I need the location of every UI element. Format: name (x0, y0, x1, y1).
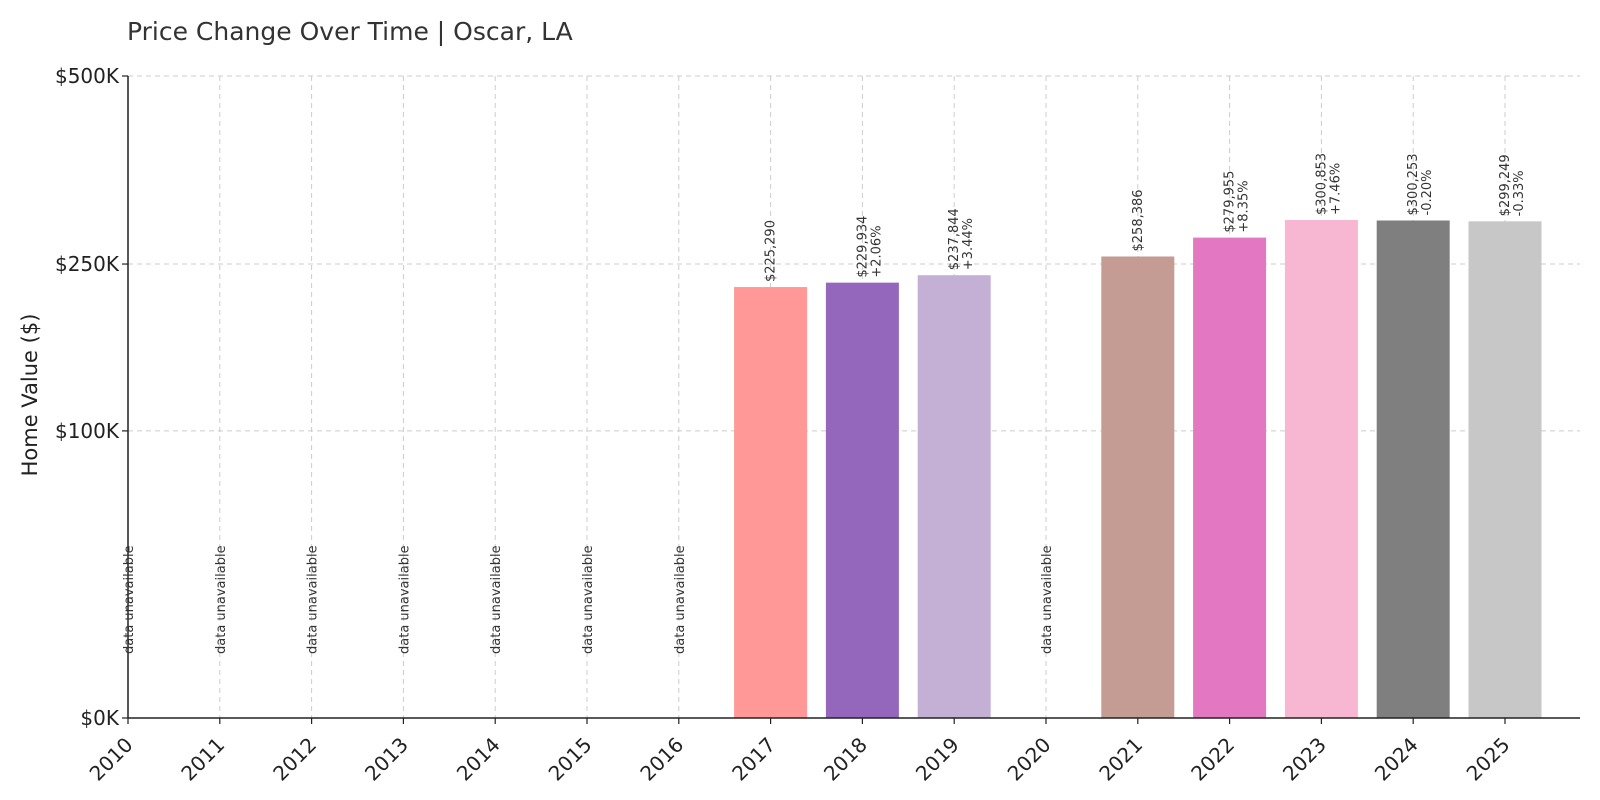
bars (734, 220, 1542, 719)
y-tick-label: $500K (55, 64, 120, 88)
change-label: +2.06% (869, 225, 884, 277)
y-axis-label: Home Value ($) (18, 314, 42, 477)
unavailable-label: data unavailable (214, 545, 229, 654)
x-tick-label: 2020 (1003, 733, 1056, 786)
x-tick-label: 2014 (452, 733, 505, 786)
bar-2017 (734, 287, 808, 718)
bar-2023 (1284, 220, 1358, 719)
unavailable-label: data unavailable (673, 545, 688, 654)
bar-2022 (1193, 237, 1267, 718)
x-tick-label: 2019 (911, 733, 964, 786)
value-label: $300,253 (1406, 153, 1421, 215)
x-tick-label: 2018 (819, 733, 872, 786)
unavailable-label: data unavailable (1040, 545, 1055, 654)
change-label: +3.44% (961, 218, 976, 270)
value-label: $237,844 (947, 208, 962, 270)
value-label: $258,386 (1131, 189, 1146, 251)
bar-2025 (1468, 221, 1542, 718)
change-label: +7.46% (1328, 163, 1343, 215)
axes (127, 76, 1580, 719)
value-label: $299,249 (1498, 154, 1513, 216)
y-tick-label: $0K (80, 706, 119, 730)
unavailable-label: data unavailable (489, 545, 504, 654)
x-tick-label: 2017 (727, 733, 780, 786)
x-tick-label: 2011 (176, 733, 229, 786)
x-tick-label: 2012 (268, 733, 321, 786)
x-tick-label: 2016 (635, 733, 688, 786)
y-tick-label: $250K (55, 252, 120, 276)
value-label: $225,290 (764, 220, 779, 282)
x-tick-label: 2013 (360, 733, 413, 786)
x-tick-label: 2024 (1370, 733, 1423, 786)
change-label: -0.33% (1512, 170, 1527, 216)
x-tick-label: 2025 (1462, 733, 1515, 786)
bar-2019 (917, 275, 991, 718)
value-label: $229,934 (855, 216, 870, 278)
x-tick-label: 2022 (1186, 733, 1239, 786)
bar-2018 (825, 282, 899, 718)
unavailable-label: data unavailable (581, 545, 596, 654)
chart-title: Price Change Over Time | Oscar, LA (127, 17, 573, 46)
unavailable-label: data unavailable (122, 545, 137, 654)
bar-2021 (1101, 256, 1175, 718)
unavailable-label: data unavailable (397, 545, 412, 654)
value-label: $279,955 (1223, 171, 1238, 233)
y-tick-label: $100K (55, 419, 120, 443)
x-tick-label: 2010 (85, 733, 138, 786)
data-labels: data unavailable data unavailable data una… (122, 153, 1527, 654)
change-label: +8.35% (1237, 180, 1252, 232)
bar-2024 (1376, 220, 1450, 718)
change-label: -0.20% (1420, 169, 1435, 215)
value-label: $300,853 (1314, 153, 1329, 215)
unavailable-label: data unavailable (306, 545, 321, 654)
x-tick-label: 2015 (544, 733, 597, 786)
x-tick-label: 2023 (1278, 733, 1331, 786)
x-tick-label: 2021 (1094, 733, 1147, 786)
